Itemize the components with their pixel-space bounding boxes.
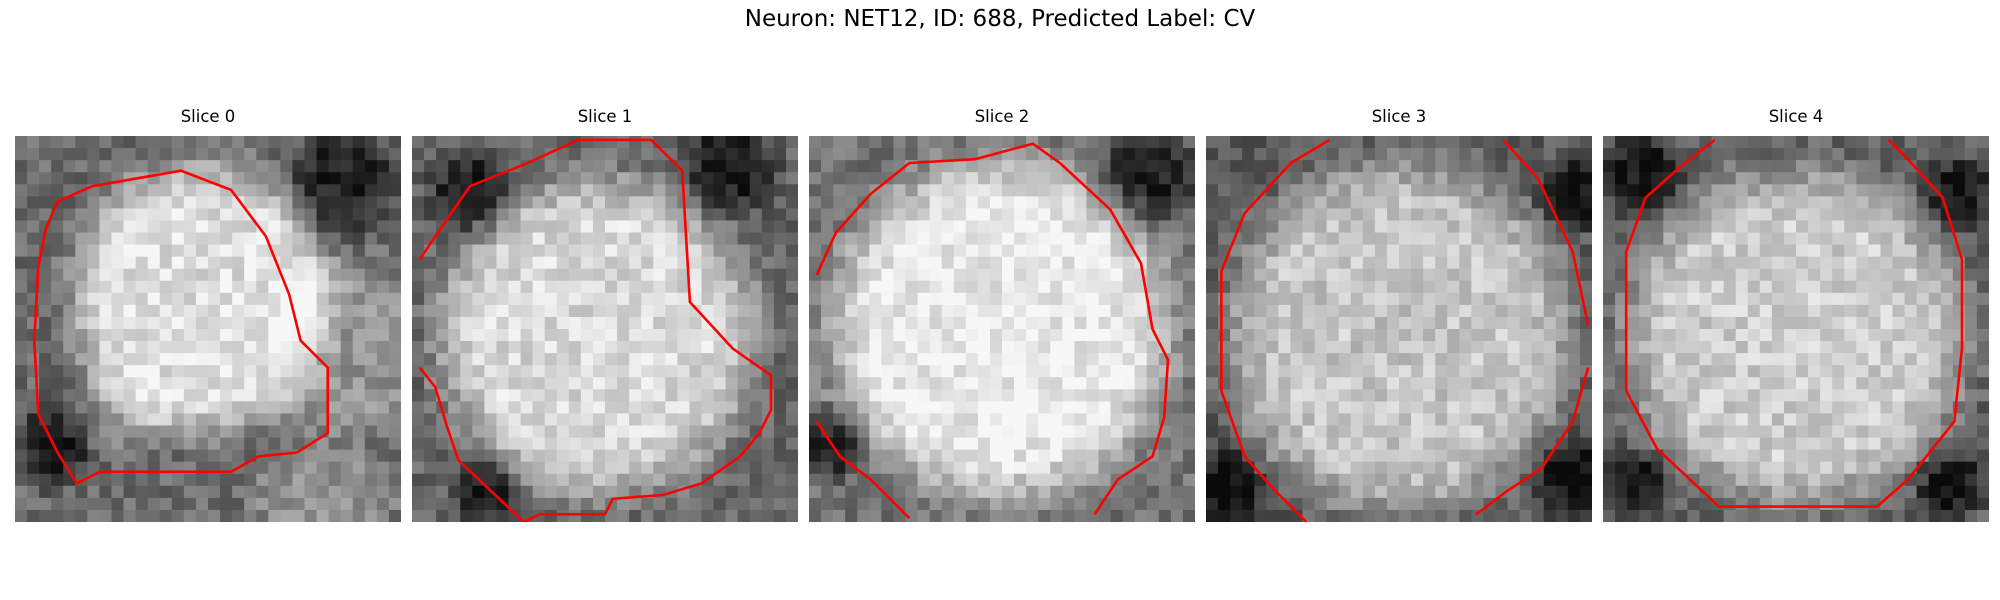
contour-line-3-1 bbox=[1502, 139, 1590, 326]
slice-title-1: Slice 1 bbox=[577, 107, 633, 126]
contour-line-1-0 bbox=[418, 138, 773, 522]
contour-line-0-0 bbox=[32, 169, 330, 485]
slice-title-3: Slice 3 bbox=[1371, 107, 1427, 126]
slice-image-4 bbox=[1603, 136, 1989, 522]
slice-image-3 bbox=[1206, 136, 1592, 522]
contour-line-3-2 bbox=[1475, 367, 1590, 516]
contour-line-3-0 bbox=[1220, 138, 1331, 522]
slice-title-2: Slice 2 bbox=[974, 107, 1030, 126]
figure-title: Neuron: NET12, ID: 688, Predicted Label:… bbox=[744, 6, 1256, 32]
contour-line-1-1 bbox=[418, 366, 525, 522]
slice-title-4: Slice 4 bbox=[1768, 107, 1824, 126]
contour-line-2-0 bbox=[815, 142, 1170, 516]
slice-image-1 bbox=[412, 136, 798, 522]
slice-image-2 bbox=[809, 136, 1195, 522]
contour-line-2-1 bbox=[815, 420, 911, 520]
contour-line-4-0 bbox=[1624, 138, 1964, 508]
slice-image-0 bbox=[15, 136, 401, 522]
slice-title-0: Slice 0 bbox=[180, 107, 236, 126]
